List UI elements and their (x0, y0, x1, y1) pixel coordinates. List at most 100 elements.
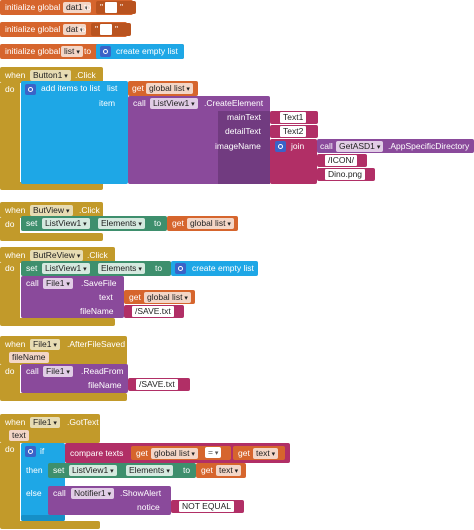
variable-dropdown[interactable]: global list (146, 83, 193, 94)
afterfilesaved-event-block[interactable]: when File1 .AfterFileSaved fileName (0, 336, 127, 365)
component-dropdown[interactable]: ButReView (30, 250, 84, 261)
do-label: do (5, 263, 15, 273)
text2-value[interactable]: Text2 (280, 126, 307, 137)
component-dropdown[interactable]: File1 (43, 366, 73, 377)
get-label: get (238, 448, 250, 458)
property-dropdown[interactable]: Elements (98, 263, 145, 274)
get-text-block[interactable]: get text (233, 446, 285, 460)
get-asd-block[interactable]: call GetASD1 .AppSpecificDirectory (317, 139, 474, 153)
not-equal-value[interactable]: NOT EQUAL (179, 501, 234, 512)
create-empty-list-block[interactable]: create empty list (171, 261, 258, 276)
init-global-list-block[interactable]: initialize global list to create empty l… (0, 44, 184, 59)
event-param-filename[interactable]: fileName (9, 352, 49, 363)
button1-do-bar (0, 83, 20, 188)
do-label: do (5, 84, 15, 94)
call-label: call (320, 141, 333, 151)
get-label: get (172, 218, 184, 228)
variable-dropdown[interactable]: text (253, 448, 279, 459)
butreview-click-event-block[interactable]: when ButReView .Click (0, 247, 115, 263)
get-label: get (201, 465, 213, 475)
do-label: do (5, 219, 15, 229)
event-param-text[interactable]: text (9, 430, 29, 441)
save-path-value[interactable]: /SAVE.txt (136, 379, 178, 390)
get-global-list-block[interactable]: get global list (128, 81, 198, 96)
join-block[interactable]: join (270, 139, 317, 184)
get-global-list-block[interactable]: get global list (124, 290, 195, 304)
save-path-string-block[interactable]: /SAVE.txt (128, 378, 190, 391)
init-global-dat1-block[interactable]: initialize global dat1 to " " (0, 0, 136, 15)
text1-value[interactable]: Text1 (280, 112, 307, 123)
component-dropdown[interactable]: ListView1 (42, 263, 90, 274)
button1-click-event-block[interactable]: when Button1 .Click (0, 67, 103, 83)
if-bottom-bar (21, 515, 65, 521)
imagename-param-label: imageName (215, 141, 261, 151)
save-path-string-block[interactable]: /SAVE.txt (124, 305, 184, 318)
component-dropdown[interactable]: File1 (30, 339, 60, 350)
get-text-block[interactable]: get text (196, 463, 246, 478)
component-dropdown[interactable]: ButView (30, 205, 73, 216)
variable-dropdown[interactable]: global list (144, 292, 191, 303)
not-equal-string-block[interactable]: NOT EQUAL (171, 500, 244, 513)
variable-name-field[interactable]: dat1 (63, 2, 92, 13)
mutator-gear-icon[interactable] (25, 84, 36, 95)
dino-filename-value[interactable]: Dino.png (325, 169, 366, 180)
butview-click-event-block[interactable]: when ButView .Click (0, 202, 103, 218)
dino-string-block[interactable]: Dino.png (317, 168, 375, 181)
set-label: set (53, 465, 65, 475)
method-name-label: .AppSpecificDirectory (388, 141, 470, 151)
set-elements-block[interactable]: set ListView1 Elements to (21, 216, 167, 231)
save-path-value[interactable]: /SAVE.txt (132, 306, 174, 317)
mutator-gear-icon[interactable] (175, 263, 186, 274)
component-dropdown[interactable]: ListView1 (69, 465, 117, 476)
empty-text-block[interactable]: " " (91, 23, 131, 36)
property-dropdown[interactable]: Elements (98, 218, 145, 229)
empty-text-value[interactable] (100, 24, 112, 35)
get-label: get (129, 292, 141, 302)
create-empty-list-block[interactable]: create empty list (96, 44, 184, 59)
mutator-gear-icon[interactable] (275, 141, 286, 152)
join-label: join (291, 141, 305, 151)
gottext-event-block[interactable]: when File1 .GotText text (0, 414, 100, 443)
init-global-dat-block[interactable]: initialize global dat to " " (0, 22, 131, 37)
notice-param-label: notice (137, 502, 160, 512)
text2-string-block[interactable]: Text2 (270, 125, 318, 138)
to-label: to (79, 24, 87, 34)
icon-path-value[interactable]: /ICON/ (325, 155, 357, 166)
component-dropdown[interactable]: GetASD1 (336, 141, 384, 152)
gottext-bottom-bar (0, 521, 100, 529)
readfrom-block[interactable] (21, 364, 128, 393)
component-dropdown[interactable]: Notifier1 (71, 488, 115, 499)
variable-dropdown[interactable]: global list (187, 218, 234, 229)
component-dropdown[interactable]: File1 (43, 278, 73, 289)
set-label: set (26, 218, 38, 228)
else-label: else (26, 488, 42, 498)
set-elements-block[interactable]: set ListView1 Elements to (48, 463, 196, 478)
variable-dropdown[interactable]: text (216, 465, 242, 476)
variable-dropdown[interactable]: global list (151, 448, 198, 459)
variable-name-field[interactable]: list (61, 46, 83, 57)
component-dropdown[interactable]: Button1 (30, 70, 71, 81)
component-dropdown[interactable]: File1 (30, 417, 60, 428)
mutator-gear-icon[interactable] (100, 46, 111, 57)
get-label: get (136, 448, 148, 458)
add-items-to-list-block[interactable] (21, 81, 128, 184)
get-global-list-block[interactable]: get global list (167, 216, 238, 231)
gottext-do-bar (0, 443, 20, 523)
component-dropdown[interactable]: ListView1 (150, 98, 198, 109)
text-param-label: text (99, 292, 113, 302)
variable-name-field[interactable]: dat (63, 24, 87, 35)
butreview-do-bar (0, 263, 20, 323)
mutator-gear-icon[interactable] (25, 446, 36, 457)
empty-text-block[interactable]: " " (96, 1, 136, 14)
butreview-bottom-bar (0, 318, 115, 326)
icon-path-string-block[interactable]: /ICON/ (317, 154, 367, 167)
set-elements-block[interactable]: set ListView1 Elements to (21, 261, 171, 276)
to-label: to (155, 263, 163, 273)
when-label: when (5, 70, 26, 80)
compare-operator-dropdown[interactable]: = (205, 447, 222, 458)
component-dropdown[interactable]: ListView1 (42, 218, 90, 229)
when-label: when (5, 417, 26, 427)
empty-text-value[interactable] (105, 2, 117, 13)
text1-string-block[interactable]: Text1 (270, 111, 318, 124)
property-dropdown[interactable]: Elements (126, 465, 173, 476)
